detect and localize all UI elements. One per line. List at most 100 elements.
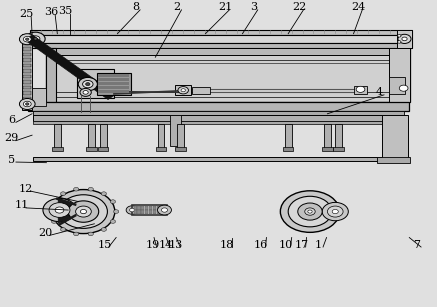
Text: 16: 16 — [254, 239, 268, 250]
Text: 35: 35 — [58, 6, 72, 16]
Circle shape — [49, 203, 70, 217]
Circle shape — [52, 189, 115, 234]
Circle shape — [52, 220, 57, 223]
Circle shape — [308, 210, 312, 213]
Text: 2: 2 — [173, 2, 180, 12]
Circle shape — [59, 195, 108, 228]
Bar — [23, 36, 31, 40]
Circle shape — [322, 202, 348, 221]
Bar — [175, 147, 186, 151]
Circle shape — [23, 37, 31, 42]
Bar — [23, 47, 31, 51]
Bar — [134, 206, 137, 210]
Bar — [333, 147, 343, 151]
Bar — [335, 124, 342, 149]
Circle shape — [398, 34, 411, 44]
Bar — [22, 34, 32, 110]
Circle shape — [78, 77, 97, 91]
Text: 18: 18 — [220, 239, 234, 250]
Bar — [177, 124, 184, 149]
Circle shape — [86, 83, 90, 86]
Circle shape — [281, 191, 340, 232]
Circle shape — [60, 192, 66, 196]
Bar — [192, 87, 210, 94]
Text: 25: 25 — [20, 10, 34, 19]
Bar — [32, 88, 46, 106]
Circle shape — [43, 198, 76, 222]
Circle shape — [83, 80, 93, 88]
Bar — [86, 147, 97, 151]
Text: 11: 11 — [14, 200, 29, 211]
Bar — [134, 210, 137, 214]
Bar — [23, 58, 31, 62]
Circle shape — [161, 208, 167, 212]
Circle shape — [25, 103, 29, 105]
Circle shape — [332, 209, 338, 214]
Circle shape — [80, 88, 91, 96]
Bar — [98, 78, 129, 81]
Bar — [23, 75, 31, 78]
Text: 20: 20 — [38, 228, 52, 238]
Circle shape — [48, 210, 53, 213]
Circle shape — [83, 91, 88, 94]
Bar — [378, 157, 410, 163]
Bar — [285, 124, 291, 149]
Bar — [33, 115, 406, 121]
Text: 1: 1 — [315, 239, 322, 250]
Bar — [149, 206, 152, 210]
Circle shape — [101, 192, 107, 196]
Circle shape — [73, 232, 79, 236]
Bar — [33, 111, 404, 115]
Bar — [170, 115, 180, 146]
Bar — [98, 82, 129, 85]
Bar — [23, 52, 31, 56]
Circle shape — [114, 210, 119, 213]
Bar — [397, 30, 413, 48]
Bar — [28, 102, 409, 111]
Bar — [23, 69, 31, 73]
Bar — [283, 147, 293, 151]
Bar — [88, 124, 95, 149]
Bar — [52, 147, 62, 151]
Circle shape — [110, 220, 115, 223]
Circle shape — [126, 206, 139, 214]
Bar — [322, 147, 333, 151]
Circle shape — [23, 101, 31, 107]
Bar — [382, 115, 408, 161]
Text: 15: 15 — [97, 239, 111, 250]
Circle shape — [88, 187, 94, 191]
Text: 3: 3 — [250, 2, 257, 12]
Circle shape — [80, 209, 87, 214]
Circle shape — [55, 207, 64, 213]
Bar — [354, 86, 367, 94]
Text: 8: 8 — [132, 2, 139, 12]
Circle shape — [52, 200, 57, 204]
Bar — [153, 206, 156, 210]
Text: 21: 21 — [218, 2, 232, 12]
Circle shape — [60, 228, 66, 231]
Bar — [161, 210, 164, 214]
Circle shape — [178, 87, 188, 94]
Bar — [132, 205, 167, 215]
Circle shape — [88, 232, 94, 236]
Text: 13: 13 — [169, 239, 183, 250]
Circle shape — [398, 35, 401, 37]
Bar — [138, 206, 141, 210]
Polygon shape — [58, 200, 75, 223]
Bar — [149, 210, 152, 214]
Circle shape — [288, 196, 332, 227]
Bar — [33, 157, 406, 161]
Bar — [389, 77, 405, 94]
Circle shape — [356, 86, 365, 92]
Bar — [98, 90, 129, 93]
Bar — [153, 210, 156, 214]
Circle shape — [110, 200, 115, 204]
Bar — [23, 64, 31, 67]
Text: 36: 36 — [44, 7, 58, 17]
Bar — [157, 124, 164, 149]
Bar — [146, 206, 149, 210]
Circle shape — [19, 34, 35, 45]
Circle shape — [398, 41, 401, 43]
Bar — [54, 124, 61, 149]
Circle shape — [31, 36, 40, 42]
